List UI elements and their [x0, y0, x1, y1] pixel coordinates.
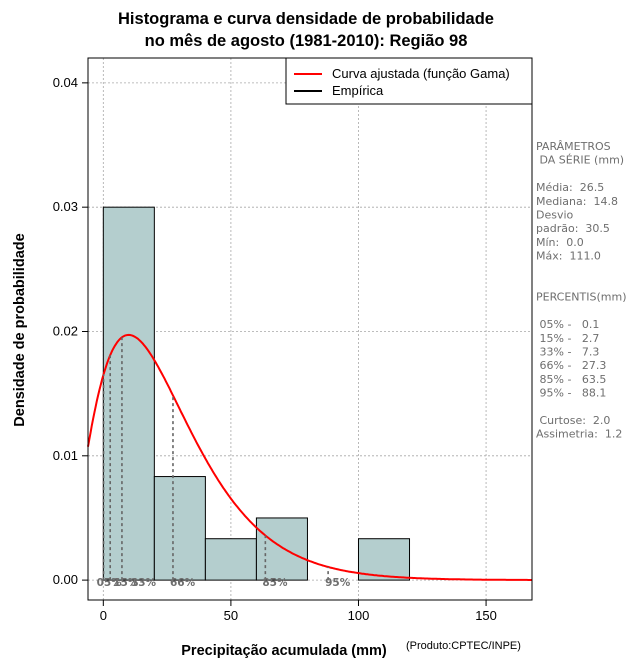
histogram-bar [357, 538, 411, 581]
percentile-marker-label: 85% [262, 577, 288, 589]
x-tick-label: 0 [100, 608, 107, 623]
y-tick-label: 0.00 [53, 572, 78, 587]
statistics-line: Mediana: 14.8 [536, 195, 618, 208]
statistics-line: Mín: 0.0 [536, 236, 584, 249]
y-tick-label: 0.04 [53, 75, 78, 90]
histogram-bar [153, 476, 206, 581]
statistics-line: 85% - 63.5 [536, 373, 606, 386]
percentile-marker-label: 15% [113, 577, 139, 589]
percentile-marker-label: 95% [325, 577, 351, 589]
y-tick-label: 0.02 [53, 323, 78, 338]
statistics-line: PERCENTIS(mm) [536, 291, 627, 304]
percentile-markers: 05%15%33% 66% 85% 95% [97, 337, 351, 589]
statistics-line: Curtose: 2.0 [536, 414, 610, 427]
chart-title-line-2: no mês de agosto (1981-2010): Região 98 [145, 32, 468, 50]
fitted-curve-layer [87, 333, 532, 581]
statistics-line: 15% - 2.7 [536, 332, 599, 345]
legend-box [285, 57, 533, 105]
x-tick-label: 150 [475, 608, 497, 623]
statistics-line: 66% - 27.3 [536, 359, 606, 372]
x-tick-label: 100 [348, 608, 370, 623]
histogram-bar [102, 206, 155, 581]
statistics-line: DA SÉRIE (mm) [536, 154, 624, 167]
y-tick-label: 0.01 [53, 448, 78, 463]
histogram-bar [255, 517, 308, 581]
statistics-line: Desvio [536, 209, 574, 222]
statistics-line: Máx: 111.0 [536, 250, 601, 263]
percentile-marker-label: 05% [97, 577, 123, 589]
legend-label-empirical: Empírica [332, 83, 384, 98]
y-tick-label: 0.03 [53, 199, 78, 214]
percentile-marker-label: 66% [170, 577, 196, 589]
statistics-line: 95% - 88.1 [536, 387, 606, 400]
statistics-line: padrão: 30.5 [536, 222, 610, 235]
histogram-bars [102, 206, 411, 581]
statistics-line: Média: 26.5 [536, 181, 604, 194]
statistics-line: Assimetria: 1.2 [536, 428, 622, 441]
x-tick-label: 50 [224, 608, 238, 623]
histogram-bar [204, 538, 257, 581]
y-axis-title: Densidade de probabilidade [12, 233, 28, 426]
statistics-line: 33% - 7.3 [536, 346, 599, 359]
legend: Curva ajustada (função Gama) Empírica [285, 57, 533, 105]
credit-text: (Produto:CPTEC/INPE) [406, 640, 521, 652]
statistics-line: PARÂMETROS [536, 140, 611, 153]
legend-label-curve: Curva ajustada (função Gama) [332, 66, 510, 81]
statistics-panel: PARÂMETROS DA SÉRIE (mm) Média: 26.5Media… [536, 140, 627, 441]
fitted-gamma-curve [87, 333, 532, 581]
x-axis-title: Precipitação acumulada (mm) [181, 643, 387, 659]
percentile-marker-label: 33% [131, 577, 157, 589]
statistics-line: 05% - 0.1 [536, 318, 599, 331]
chart-title-line-1: Histograma e curva densidade de probabil… [118, 10, 494, 28]
